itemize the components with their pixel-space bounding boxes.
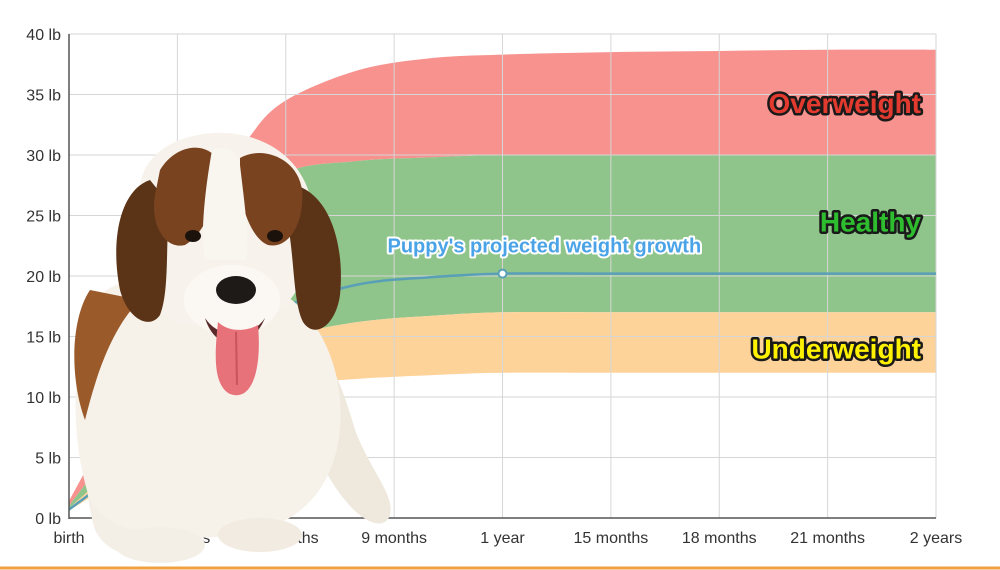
x-tick-label: birth [53,530,84,547]
y-tick-label: 30 lb [26,148,61,165]
puppy-left-paw [115,527,205,563]
puppy-right-eye [267,230,283,242]
y-tick-label: 0 lb [35,511,61,528]
y-tick-label: 15 lb [26,330,61,347]
growth-marker [497,268,508,279]
y-tick-label: 10 lb [26,390,61,407]
puppy-back-patch [74,290,140,420]
puppy-nose [216,276,256,304]
zone-label-underweight: Underweight [751,334,921,365]
x-tick-label: 21 months [790,530,865,547]
x-tick-label: 2 years [910,530,962,547]
y-tick-label: 25 lb [26,209,61,226]
puppy-blaze [202,148,248,260]
y-tick-label: 20 lb [26,269,61,286]
puppy-tongue-crease [235,331,238,386]
x-tick-label: 9 months [361,530,427,547]
zone-label-overweight: Overweight [769,88,921,119]
y-tick-label: 5 lb [35,451,61,468]
y-tick-label: 35 lb [26,88,61,105]
y-tick-labels: 0 lb 5 lb 10 lb 15 lb 20 lb 25 lb 30 lb 35 lb 40… [26,27,61,528]
puppy-right-ear [285,185,341,330]
zone-labels: Overweight Healthy Underweight [749,85,924,367]
x-tick-label: 1 year [480,530,525,547]
x-tick-label: 18 months [682,530,757,547]
puppy-right-paw [218,518,302,552]
growth-line-label: Puppy's projected weight growth [388,236,702,258]
puppy-left-eye [185,230,201,242]
x-tick-label: 15 months [574,530,649,547]
zone-label-healthy: Healthy [820,207,922,238]
puppy-left-eye-patch [154,147,219,246]
puppy-photo [74,132,391,563]
puppy-right-eye-patch [239,153,303,246]
growth-line-layer: Puppy's projected weight growth [68,234,936,511]
puppy-body [75,274,341,538]
y-tick-label: 40 lb [26,27,61,44]
